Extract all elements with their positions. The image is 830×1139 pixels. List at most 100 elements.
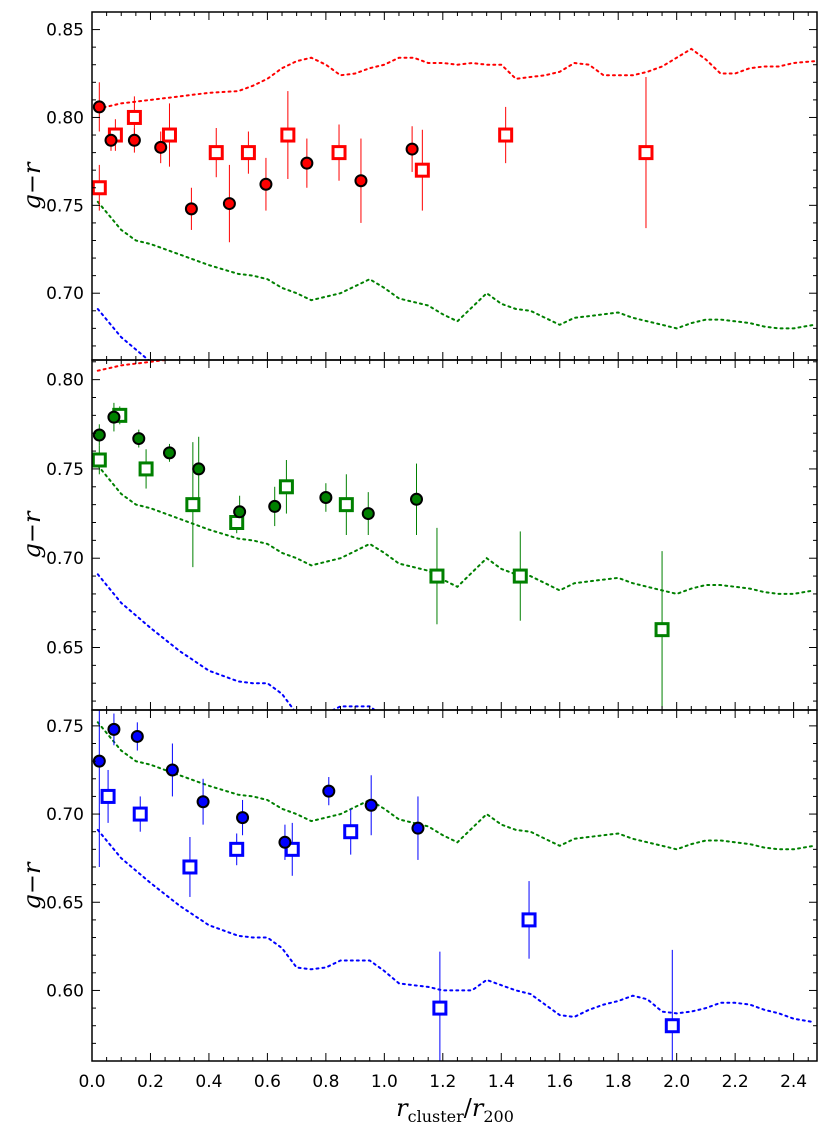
panel-green: 0.65 0.70 0.75 0.80 xyxy=(46,359,818,711)
data-point-circle xyxy=(130,729,144,743)
x-tick-label: 1.6 xyxy=(546,1072,573,1092)
x-tick-label: 1.2 xyxy=(429,1072,456,1092)
reference-curve-blue xyxy=(96,828,816,1024)
y-tick-label: 0.70 xyxy=(46,284,84,304)
data-point-circle xyxy=(165,763,179,777)
data-point-square xyxy=(240,145,256,161)
y-tick-label: 0.75 xyxy=(46,196,84,216)
data-point-circle xyxy=(411,821,425,835)
data-point-circle xyxy=(162,446,176,460)
data-point-square xyxy=(338,497,354,513)
data-point-circle xyxy=(354,174,368,188)
x-tick-label: 1.8 xyxy=(605,1072,632,1092)
panel-frame xyxy=(91,359,818,711)
y-tick-label: 0.80 xyxy=(46,371,84,391)
y-axis-label-middle: g−r xyxy=(18,510,46,558)
x-tick-label: 0.8 xyxy=(312,1072,339,1092)
x-tick-label: 2.2 xyxy=(722,1072,749,1092)
data-point-circle xyxy=(405,142,419,156)
data-point-circle xyxy=(259,177,273,191)
data-point-circle xyxy=(409,492,423,506)
data-point-circle xyxy=(92,428,106,442)
data-point-square xyxy=(100,788,116,804)
data-point-circle xyxy=(92,100,106,114)
data-point-circle xyxy=(184,202,198,216)
data-point-square xyxy=(343,824,359,840)
x-tick-label: 1.4 xyxy=(488,1072,515,1092)
data-point-square xyxy=(280,127,296,143)
x-axis-label: rcluster/r200 xyxy=(396,1094,514,1126)
y-tick-label: 0.80 xyxy=(46,108,84,128)
data-point-square xyxy=(664,1018,680,1034)
y-axis-label-top: g−r xyxy=(18,161,46,209)
data-point-square xyxy=(432,1000,448,1016)
reference-curve-green xyxy=(96,721,816,851)
panel-frame xyxy=(91,11,818,361)
y-axis-label-bottom: g−r xyxy=(18,861,46,909)
data-point-square xyxy=(429,568,445,584)
data-point-circle xyxy=(127,133,141,147)
data-point-square xyxy=(126,109,142,125)
x-axis: 0.0 0.2 0.4 0.6 0.8 1.0 1.2 1.4 1.6 1.8 2.0 2.2 2.4 xyxy=(78,1072,807,1092)
data-point-circle xyxy=(361,507,375,521)
data-point-square xyxy=(138,461,154,477)
y-tick-label: 0.65 xyxy=(46,893,84,913)
data-point-circle xyxy=(107,722,121,736)
data-point-square xyxy=(229,515,245,530)
y-tick-label: 0.85 xyxy=(46,21,84,41)
data-point-circle xyxy=(268,499,282,513)
reference-curve-blue xyxy=(96,573,377,710)
data-point-square xyxy=(638,145,654,161)
data-point-square xyxy=(521,912,537,928)
data-point-square xyxy=(182,859,198,875)
reference-curve-green xyxy=(96,200,816,330)
x-tick-label: 0.6 xyxy=(254,1072,281,1092)
x-tick-label: 2.4 xyxy=(780,1072,807,1092)
data-point-circle xyxy=(154,140,168,154)
data-point-square xyxy=(229,841,245,857)
x-tick-label: 0.2 xyxy=(137,1072,164,1092)
data-point-circle xyxy=(196,795,210,809)
reference-curve-red xyxy=(98,569,814,629)
panel-red: 0.70 0.75 0.80 0.85 xyxy=(46,11,818,361)
data-point-circle xyxy=(192,462,206,476)
y-tick-label: 0.70 xyxy=(46,549,84,569)
y-tick-label: 0.75 xyxy=(46,717,84,737)
x-tick-label: 2.0 xyxy=(663,1072,690,1092)
y-tick-label: 0.70 xyxy=(46,805,84,825)
data-point-square xyxy=(414,162,430,178)
data-point-square xyxy=(654,622,670,638)
data-point-square xyxy=(331,145,347,161)
data-point-square xyxy=(161,127,177,143)
y-tick-label: 0.65 xyxy=(46,639,84,659)
data-point-square xyxy=(498,127,514,143)
data-point-circle xyxy=(107,410,121,424)
data-point-circle xyxy=(236,811,250,825)
x-tick-label: 0.4 xyxy=(195,1072,222,1092)
data-point-circle xyxy=(322,784,336,798)
data-point-square xyxy=(92,452,107,468)
y-tick-label: 0.60 xyxy=(46,981,84,1001)
panel-blue: 0.60 0.65 0.70 0.75 xyxy=(46,569,818,1062)
y-tick-label: 0.75 xyxy=(46,460,84,480)
data-point-square xyxy=(278,479,294,495)
data-point-circle xyxy=(364,798,378,812)
plot-area xyxy=(92,47,816,360)
panel-frame xyxy=(91,709,818,1062)
reference-curve-red xyxy=(96,47,816,110)
plot-area xyxy=(92,569,816,1061)
reference-curve-blue xyxy=(96,308,150,360)
plot-area xyxy=(92,360,816,710)
data-point-square xyxy=(185,497,201,513)
reference-curve-red xyxy=(96,360,174,372)
x-tick-label: 0.0 xyxy=(78,1072,105,1092)
data-point-circle xyxy=(104,133,118,147)
data-point-square xyxy=(512,568,528,584)
data-point-circle xyxy=(132,432,146,446)
data-point-square xyxy=(208,145,224,161)
data-point-square xyxy=(132,806,148,822)
data-point-circle xyxy=(222,197,236,211)
reference-curve-green xyxy=(96,464,816,595)
data-point-circle xyxy=(300,156,314,170)
